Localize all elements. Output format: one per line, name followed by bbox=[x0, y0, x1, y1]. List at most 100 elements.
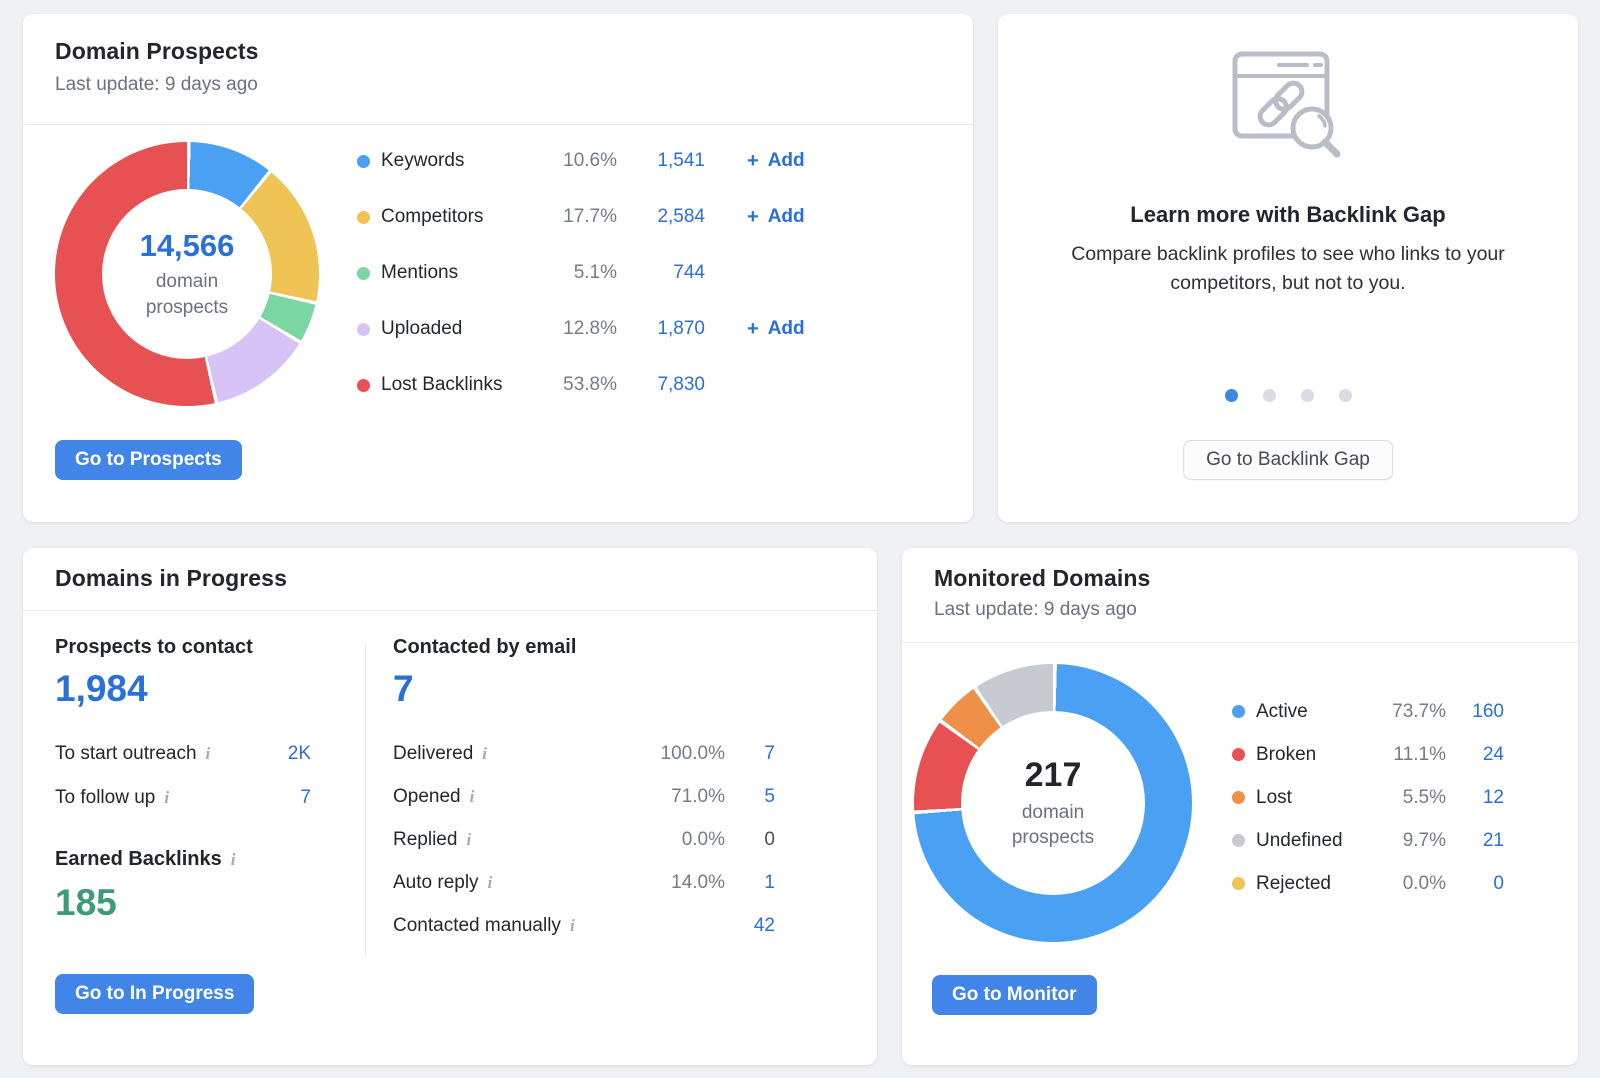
stat-row: Auto reply i 14.0% 1 bbox=[393, 861, 775, 904]
prospects-to-contact-value: 1,984 bbox=[55, 668, 148, 709]
info-icon[interactable]: i bbox=[469, 786, 475, 806]
legend-count-link[interactable]: 7,830 bbox=[657, 374, 705, 395]
monitored-domains-donut-chart[interactable]: 217 domain prospects bbox=[914, 664, 1192, 942]
domains-in-progress-card: Domains in Progress Prospects to contact… bbox=[23, 548, 877, 1065]
domain-prospects-card: Domain Prospects Last update: 9 days ago… bbox=[23, 14, 973, 522]
domain-prospects-donut-chart[interactable]: 14,566 domain prospects bbox=[55, 142, 319, 406]
stat-value-link[interactable]: 7 bbox=[764, 742, 775, 764]
go-to-prospects-button[interactable]: Go to Prospects bbox=[55, 440, 242, 480]
donut-center: 14,566 domain prospects bbox=[102, 189, 272, 359]
legend-count-link[interactable]: 160 bbox=[1472, 700, 1504, 722]
legend-color-dot bbox=[1232, 705, 1245, 718]
go-to-in-progress-button[interactable]: Go to In Progress bbox=[55, 974, 255, 1014]
info-icon[interactable]: i bbox=[482, 743, 487, 763]
legend-count-link[interactable]: 24 bbox=[1482, 743, 1504, 765]
legend-row: Lost Backlinks 53.8% 7,830 +Add bbox=[357, 357, 823, 413]
legend-row: Active 73.7% 160 bbox=[1232, 690, 1504, 733]
legend-count-link[interactable]: 2,584 bbox=[657, 206, 705, 227]
legend-label: Undefined bbox=[1256, 829, 1343, 851]
donut-total-label: domain prospects bbox=[1011, 801, 1095, 848]
contacted-by-email-value: 7 bbox=[393, 668, 414, 709]
legend-label: Keywords bbox=[381, 150, 465, 171]
legend-label: Broken bbox=[1256, 743, 1317, 765]
legend-label: Uploaded bbox=[381, 318, 463, 339]
info-icon[interactable]: i bbox=[164, 788, 170, 807]
backlink-gap-description: Compare backlink profiles to see who lin… bbox=[1071, 243, 1505, 295]
info-icon[interactable]: i bbox=[569, 915, 575, 935]
legend-color-dot bbox=[1232, 877, 1245, 890]
go-to-backlink-gap-button[interactable]: Go to Backlink Gap bbox=[1183, 440, 1393, 480]
card-title: Domains in Progress bbox=[55, 565, 287, 591]
last-update-text: Last update: 9 days ago bbox=[934, 599, 1137, 620]
plus-icon: + bbox=[747, 317, 759, 340]
legend-percent: 0.0% bbox=[1402, 872, 1446, 894]
stat-label: Contacted manually bbox=[393, 914, 561, 936]
stat-percent: 71.0% bbox=[671, 785, 725, 807]
info-icon[interactable]: i bbox=[466, 829, 472, 849]
earned-backlinks-value: 185 bbox=[55, 882, 117, 923]
legend-color-dot bbox=[357, 378, 370, 392]
earned-backlinks-label: Earned Backlinks i bbox=[55, 848, 235, 871]
legend-color-dot bbox=[1232, 834, 1245, 847]
stat-value-link[interactable]: 1 bbox=[764, 871, 775, 893]
stat-label: Replied bbox=[393, 828, 458, 850]
stat-value-link[interactable]: 42 bbox=[753, 914, 775, 936]
carousel-dot[interactable] bbox=[1224, 389, 1238, 402]
monitored-domains-header: Monitored Domains Last update: 9 days ag… bbox=[902, 548, 1578, 621]
add-label: Add bbox=[767, 206, 805, 227]
legend-percent: 12.8% bbox=[563, 318, 617, 339]
stat-row: To start outreach i 2K bbox=[55, 732, 311, 776]
stat-percent: 14.0% bbox=[671, 871, 725, 893]
legend-count-link[interactable]: 0 bbox=[1493, 872, 1504, 894]
carousel-dot[interactable] bbox=[1338, 389, 1352, 402]
legend-row: Broken 11.1% 24 bbox=[1232, 733, 1504, 776]
legend-count-link[interactable]: 744 bbox=[673, 262, 705, 283]
legend-percent: 5.5% bbox=[1402, 786, 1446, 808]
plus-icon: + bbox=[747, 205, 759, 228]
header-divider bbox=[23, 610, 877, 611]
domains-in-progress-header: Domains in Progress bbox=[23, 548, 877, 592]
legend-label: Active bbox=[1256, 700, 1308, 722]
legend-count-link[interactable]: 21 bbox=[1482, 829, 1504, 851]
stat-percent: 100.0% bbox=[660, 742, 725, 764]
stat-value-link[interactable]: 2K bbox=[287, 743, 311, 764]
add-link[interactable]: + Add bbox=[705, 318, 823, 341]
stat-value-link[interactable]: 5 bbox=[764, 785, 775, 807]
legend-percent: 73.7% bbox=[1392, 700, 1446, 722]
stat-label: To follow up bbox=[55, 787, 156, 808]
stat-row: Opened i 71.0% 5 bbox=[393, 775, 775, 818]
outreach-stats-list: To start outreach i 2K To follow up i 7 bbox=[55, 732, 311, 820]
stat-value-link[interactable]: 7 bbox=[300, 787, 311, 808]
legend-percent: 10.6% bbox=[563, 150, 617, 171]
add-label: Add bbox=[767, 150, 805, 171]
info-icon[interactable]: i bbox=[205, 744, 211, 763]
info-icon[interactable]: i bbox=[487, 872, 493, 892]
legend-color-dot bbox=[357, 210, 370, 224]
column-divider bbox=[365, 644, 366, 956]
legend-percent: 53.8% bbox=[563, 374, 617, 395]
email-stats-list: Delivered i 100.0% 7 Opened i 71.0% 5 Re… bbox=[393, 732, 775, 947]
legend-count-link[interactable]: 1,870 bbox=[657, 318, 705, 339]
carousel-dot[interactable] bbox=[1300, 389, 1314, 402]
donut-total-value: 14,566 bbox=[139, 228, 235, 264]
legend-count-link[interactable]: 1,541 bbox=[657, 150, 705, 171]
stat-row: To follow up i 7 bbox=[55, 776, 311, 820]
info-icon[interactable]: i bbox=[230, 849, 236, 869]
legend-row: Competitors 17.7% 2,584 + Add bbox=[357, 189, 823, 245]
stat-row: Replied i 0.0% 0 bbox=[393, 818, 775, 861]
legend-count-link[interactable]: 12 bbox=[1482, 786, 1504, 808]
carousel-dots bbox=[998, 389, 1578, 402]
go-to-monitor-button[interactable]: Go to Monitor bbox=[932, 975, 1097, 1015]
legend-label: Lost Backlinks bbox=[381, 374, 503, 395]
earned-backlinks-text: Earned Backlinks bbox=[55, 848, 222, 870]
legend-row: Undefined 9.7% 21 bbox=[1232, 819, 1504, 862]
add-link[interactable]: + Add bbox=[705, 206, 823, 229]
add-link[interactable]: + Add bbox=[705, 150, 823, 173]
legend-row: Mentions 5.1% 744 +Add bbox=[357, 245, 823, 301]
card-title: Domain Prospects bbox=[55, 38, 259, 64]
legend-percent: 9.7% bbox=[1402, 829, 1446, 851]
legend-color-dot bbox=[357, 322, 370, 336]
stat-row: Contacted manually i 42 bbox=[393, 904, 775, 947]
carousel-dot[interactable] bbox=[1262, 389, 1276, 402]
stat-value-link[interactable]: 0 bbox=[764, 828, 775, 850]
